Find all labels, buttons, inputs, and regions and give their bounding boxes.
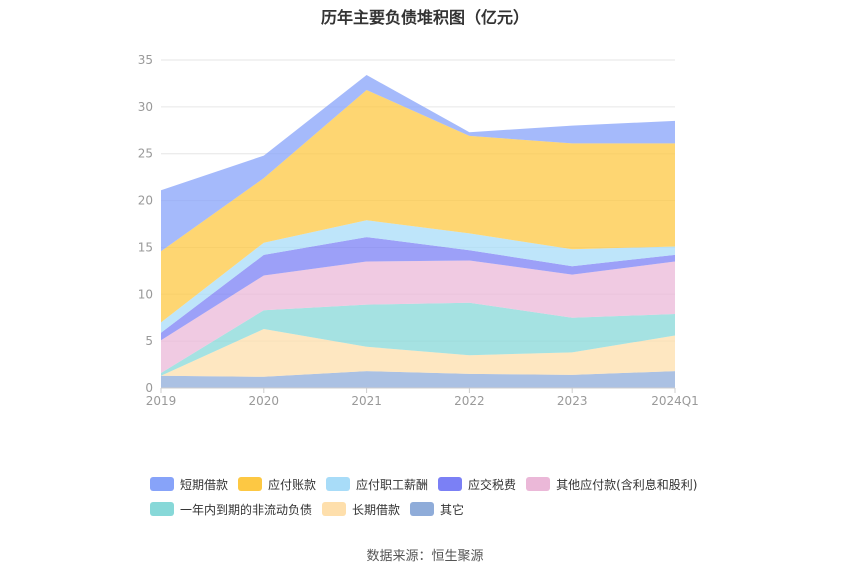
legend-swatch	[150, 502, 174, 516]
legend: 短期借款 应付账款 应付职工薪酬 应交税费 其他应付款(含利息和股利) 一年内到期的非流动…	[150, 473, 750, 523]
legend-item[interactable]: 应付账款	[238, 476, 316, 493]
legend-label: 短期借款	[180, 477, 229, 492]
x-tick-label: 2021	[351, 394, 382, 408]
y-tick-label: 25	[138, 147, 153, 161]
area-其它	[161, 371, 675, 388]
legend-row: 一年内到期的非流动负债 长期借款 其它	[150, 498, 750, 520]
area-应付职工薪酬	[161, 220, 675, 333]
legend-swatch	[410, 502, 435, 516]
legend-label: 其他应付款(含利息和股利)	[556, 477, 698, 492]
y-tick-label: 15	[138, 240, 153, 254]
x-tick-label: 2022	[454, 394, 485, 408]
legend-row: 短期借款 应付账款 应付职工薪酬 应交税费 其他应付款(含利息和股利)	[150, 473, 750, 495]
y-tick-label: 0	[145, 381, 153, 395]
area-一年内到期的非流动负债	[161, 302, 675, 376]
area-长期借款	[161, 329, 675, 377]
legend-label: 应付职工薪酬	[356, 477, 429, 492]
legend-item[interactable]: 其它	[410, 501, 464, 518]
legend-item[interactable]: 短期借款	[150, 476, 228, 493]
chart-title: 历年主要负债堆积图（亿元）	[320, 8, 529, 27]
axes: 0 5 10 15 20 25 30 35 2019 2020 2021 2022 2023 2024Q1	[138, 53, 699, 408]
x-tick-label: 2023	[557, 394, 588, 408]
legend-item[interactable]: 长期借款	[322, 501, 400, 518]
area-series	[161, 75, 675, 388]
legend-swatch	[526, 477, 551, 491]
x-tick-label: 2019	[146, 394, 177, 408]
legend-swatch	[238, 477, 263, 491]
y-tick-label: 20	[138, 194, 153, 208]
legend-label: 其它	[440, 502, 465, 517]
legend-label: 长期借款	[352, 502, 401, 517]
legend-swatch	[438, 477, 463, 491]
area-应付账款	[161, 90, 675, 323]
x-tick-label: 2020	[249, 394, 280, 408]
legend-item[interactable]: 应付职工薪酬	[326, 476, 428, 493]
legend-item[interactable]: 其他应付款(含利息和股利)	[526, 476, 697, 493]
legend-swatch	[150, 477, 174, 491]
y-tick-label: 10	[138, 287, 153, 301]
area-短期借款	[161, 75, 675, 252]
x-tick-label: 2024Q1	[651, 394, 699, 408]
legend-label: 一年内到期的非流动负债	[180, 502, 313, 517]
legend-label: 应付账款	[268, 477, 317, 492]
area-其他应付款(含利息和股利)	[161, 260, 675, 373]
legend-swatch	[322, 502, 347, 516]
legend-swatch	[326, 477, 351, 491]
area-应交税费	[161, 237, 675, 341]
legend-item[interactable]: 应交税费	[438, 476, 516, 493]
y-tick-label: 35	[138, 53, 153, 67]
stacked-area-chart: 0 5 10 15 20 25 30 35 2019 2020 2021 2022 2023 2024Q1	[138, 53, 699, 408]
y-tick-label: 5	[145, 334, 153, 348]
y-tick-label: 30	[138, 100, 153, 114]
legend-label: 应交税费	[468, 477, 517, 492]
legend-item[interactable]: 一年内到期的非流动负债	[150, 501, 312, 518]
data-source-note: 数据来源：恒生聚源	[366, 549, 484, 564]
